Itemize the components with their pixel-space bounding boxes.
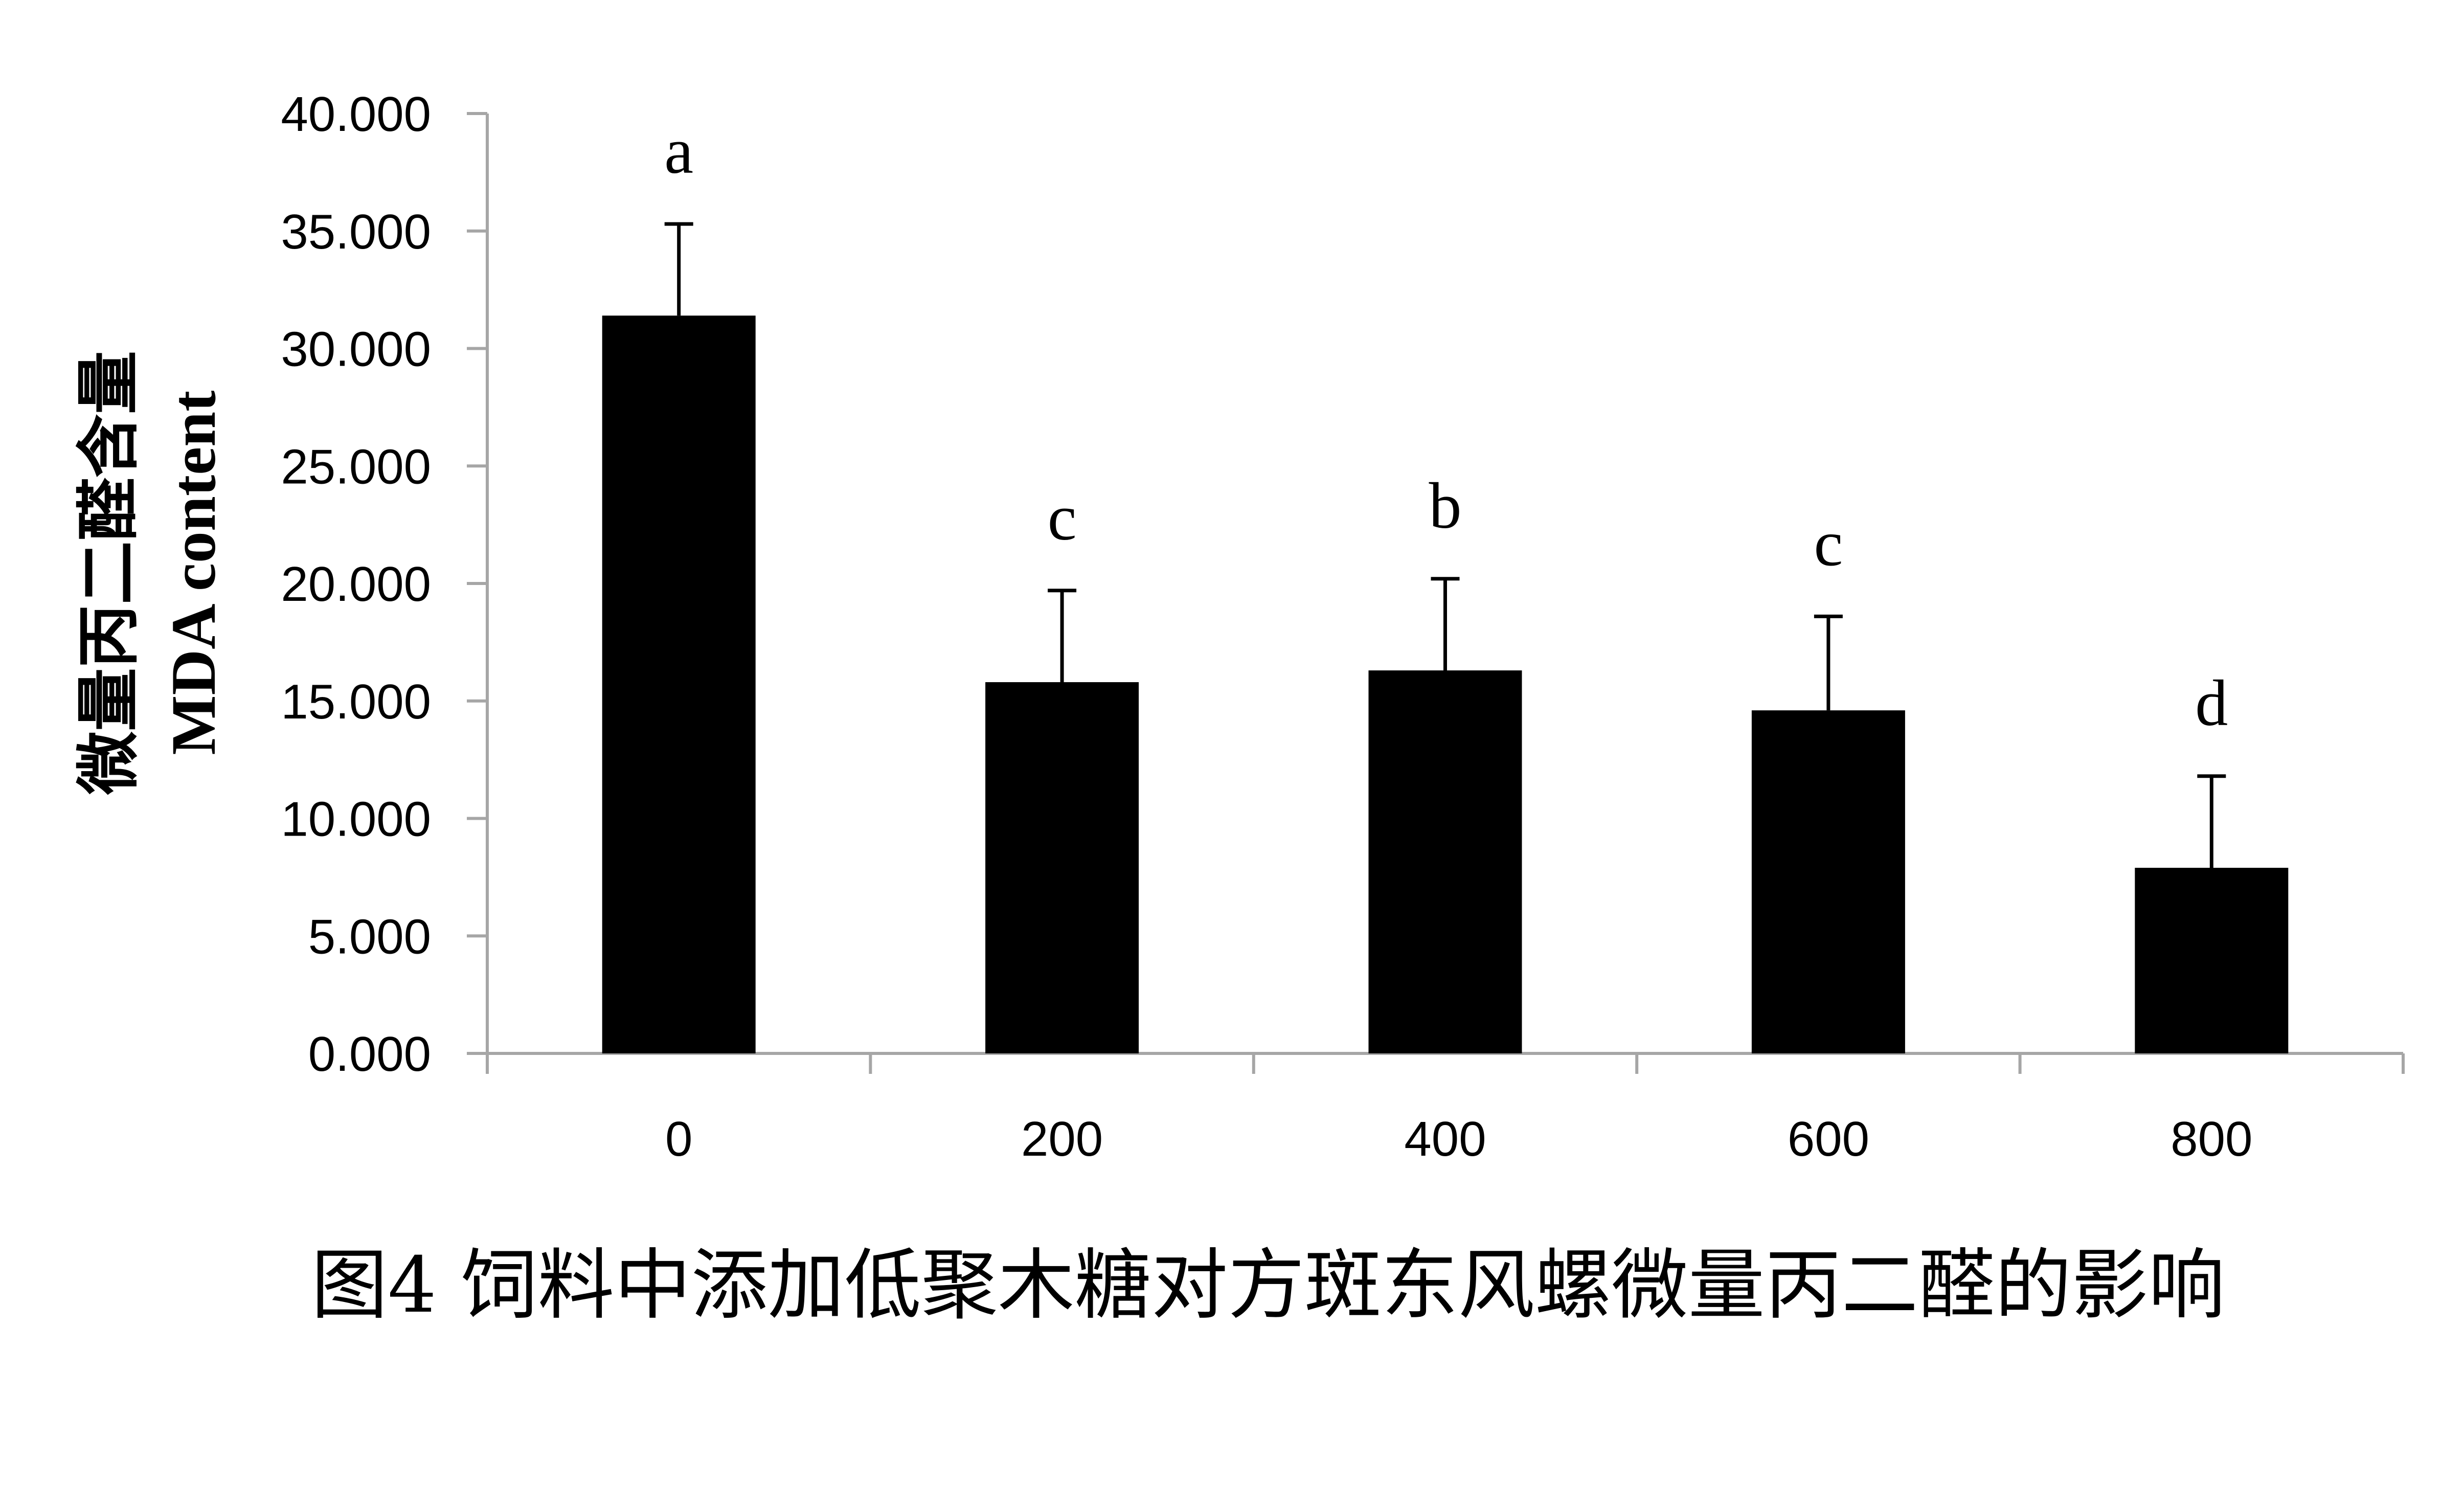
significance-letter-400: b — [1429, 469, 1462, 542]
x-tick-label-400: 400 — [1404, 1112, 1486, 1166]
y-tick-label: 40.000 — [281, 87, 431, 142]
x-tick-label-600: 600 — [1788, 1112, 1869, 1166]
y-axis-label-english: MDA content — [159, 391, 229, 755]
y-tick-label: 35.000 — [281, 205, 431, 259]
y-tick-label: 30.000 — [281, 322, 431, 377]
y-tick-label: 5.000 — [308, 909, 431, 964]
bar-200 — [985, 682, 1139, 1053]
y-tick-label: 25.000 — [281, 439, 431, 494]
labels: a 0 c 200 b 400 c 600 d 800 — [664, 115, 2252, 1166]
bar-0 — [602, 316, 756, 1054]
significance-letter-800: d — [2195, 667, 2228, 739]
bar-600 — [1751, 710, 1905, 1053]
significance-letter-600: c — [1814, 507, 1843, 579]
y-tick-label: 0.000 — [308, 1027, 431, 1082]
y-tick-label: 15.000 — [281, 674, 431, 729]
bar-800 — [2135, 867, 2289, 1053]
significance-letter-0: a — [664, 115, 693, 187]
x-tick-label-800: 800 — [2171, 1112, 2252, 1166]
x-tick-label-200: 200 — [1021, 1112, 1103, 1166]
significance-letter-200: c — [1048, 481, 1077, 554]
y-tick-label: 20.000 — [281, 557, 431, 612]
bar-400 — [1368, 670, 1522, 1053]
figure-caption: 图4 饲料中添加低聚木糖对方斑东风螺微量丙二醛的影响 — [311, 1241, 2225, 1330]
axes: 0.000 5.000 10.000 15.000 20.000 25.000 30.000… — [281, 87, 2405, 1082]
x-tick-label-0: 0 — [665, 1112, 692, 1166]
bars — [602, 222, 2289, 1054]
y-tick-label: 10.000 — [281, 792, 431, 847]
y-axis-label-chinese: 微量丙二醛含量 — [72, 351, 146, 795]
